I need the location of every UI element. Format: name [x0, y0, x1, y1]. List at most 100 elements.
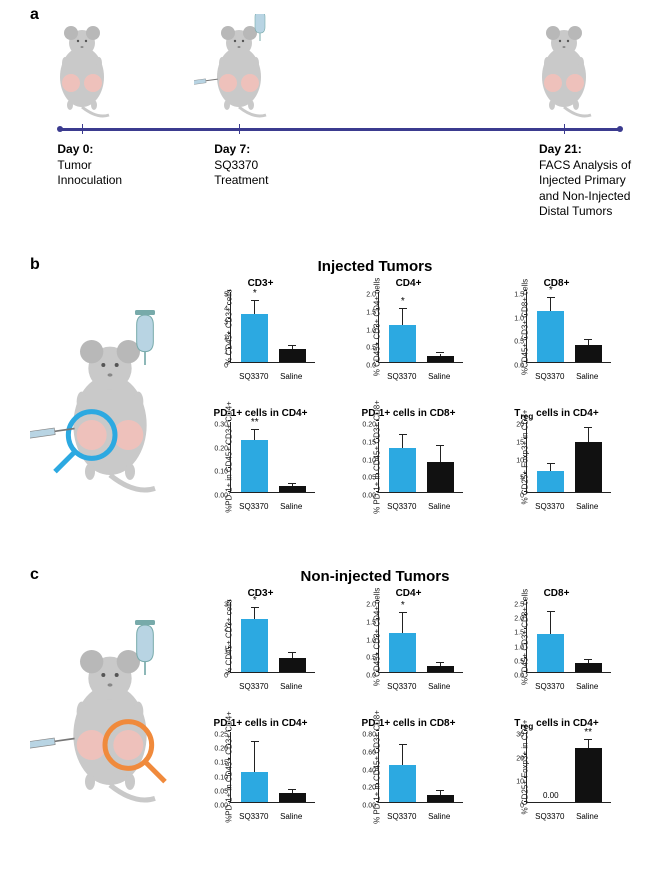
- y-tick-label: 0.15: [214, 760, 231, 767]
- y-tick: [228, 361, 231, 362]
- y-tick-label: 4: [224, 306, 231, 313]
- y-tick: [228, 744, 231, 745]
- bar: [575, 345, 602, 362]
- y-tick: [228, 467, 231, 468]
- y-tick: [524, 473, 527, 474]
- y-tick: [376, 730, 379, 731]
- error-bar: [254, 301, 255, 314]
- y-tick-label: 2.5: [514, 602, 527, 609]
- y-tick-label: 0.25: [214, 732, 231, 739]
- y-tick: [228, 420, 231, 421]
- value-label: 0.00: [543, 791, 559, 800]
- y-tick-label: 3: [224, 320, 231, 327]
- error-cap: [436, 662, 444, 663]
- bar: [279, 658, 306, 672]
- y-tick: [524, 491, 527, 492]
- y-tick: [524, 337, 527, 338]
- bar: [537, 471, 564, 492]
- y-tick: [228, 347, 231, 348]
- y-tick-label: 1.5: [366, 619, 379, 626]
- y-tick: [376, 801, 379, 802]
- timeline-day-label: Day 7:SQ3370Treatment: [214, 142, 344, 189]
- panel-label-c: c: [30, 566, 39, 584]
- y-tick: [228, 444, 231, 445]
- x-category-label: SQ3370: [535, 682, 564, 691]
- error-cap: [399, 612, 407, 613]
- y-tick: [524, 314, 527, 315]
- y-tick: [376, 600, 379, 601]
- error-cap: [547, 611, 555, 612]
- y-tick: [376, 343, 379, 344]
- panel-label-b: b: [30, 256, 40, 274]
- bar-chart: CD4+ % CD45+ CD3+ CD4+ cells 0.00.51.01.…: [346, 278, 471, 383]
- y-tick-label: 15: [516, 439, 527, 446]
- error-bar: [588, 740, 589, 747]
- chart-title: CD8+: [494, 278, 619, 289]
- bar-chart: CD8+ %CD45+ CD3+ CD8+ cells 0.00.51.01.5…: [494, 278, 619, 383]
- bar-chart: PD-1+ cells in CD8+ % PD-1+ in CD45+ CD3…: [346, 408, 471, 513]
- error-cap: [251, 300, 259, 301]
- y-tick: [376, 290, 379, 291]
- x-category-label: SQ3370: [535, 372, 564, 381]
- bar: [389, 633, 416, 672]
- error-cap: [251, 741, 259, 742]
- y-tick-label: 1.0: [514, 315, 527, 322]
- error-cap: [584, 739, 592, 740]
- bar: [241, 619, 268, 672]
- y-tick: [228, 624, 231, 625]
- y-tick-label: 1.0: [366, 637, 379, 644]
- error-bar: [588, 660, 589, 663]
- bar: [241, 314, 268, 362]
- significance-marker: *: [401, 600, 405, 611]
- y-tick: [228, 787, 231, 788]
- error-bar: [254, 608, 255, 619]
- y-tick: [376, 420, 379, 421]
- x-category-label: SQ3370: [387, 682, 416, 691]
- chart-body: %PD-1+ in CD45+ CD3+ CD4+ 0.000.100.200.…: [230, 422, 315, 493]
- bar: [279, 793, 306, 802]
- error-bar: [588, 340, 589, 346]
- y-tick-label: 0.15: [362, 439, 379, 446]
- y-tick-label: 0.30: [214, 422, 231, 429]
- chart-title: PD-1+ cells in CD8+: [346, 408, 471, 419]
- x-category-label: Saline: [576, 682, 598, 691]
- section-title-noninjected: Non-injected Tumors: [150, 568, 600, 585]
- x-category-label: Saline: [280, 682, 302, 691]
- y-tick-label: 1: [224, 649, 231, 656]
- x-category-label: Saline: [428, 812, 450, 821]
- bar-chart: Treg cells in CD4+ % CD25+ Foxp3+ in CD4…: [494, 408, 619, 513]
- bar: [427, 356, 454, 362]
- y-tick-label: 0.00: [214, 803, 231, 810]
- y-tick: [376, 636, 379, 637]
- y-tick: [524, 754, 527, 755]
- y-tick-label: 0: [224, 673, 231, 680]
- x-category-label: SQ3370: [239, 812, 268, 821]
- chart-body: % CD45+ CD3+ CD4+ cells 0.00.51.01.52.0*: [378, 292, 463, 363]
- y-tick: [228, 318, 231, 319]
- x-category-label: Saline: [280, 372, 302, 381]
- x-category-label: Saline: [428, 502, 450, 511]
- y-tick-label: 0.20: [214, 445, 231, 452]
- y-tick-label: 20: [516, 755, 527, 762]
- y-tick-label: 0.10: [214, 774, 231, 781]
- y-tick-label: 10: [516, 457, 527, 464]
- bar: [427, 462, 454, 492]
- bar: [427, 795, 454, 802]
- x-category-label: SQ3370: [535, 812, 564, 821]
- y-tick: [228, 600, 231, 601]
- significance-marker: *: [253, 595, 257, 606]
- bar: [389, 448, 416, 492]
- error-cap: [547, 463, 555, 464]
- y-tick-label: 0.00: [362, 803, 379, 810]
- chart-title: CD4+: [346, 588, 471, 599]
- y-tick-label: 0.20: [362, 785, 379, 792]
- y-tick-label: 0: [520, 803, 527, 810]
- x-category-label: Saline: [280, 812, 302, 821]
- chart-title: Treg cells in CD4+: [494, 718, 619, 731]
- y-tick-label: 0.00: [214, 493, 231, 500]
- bar: [537, 634, 564, 672]
- y-tick: [376, 783, 379, 784]
- significance-marker: **: [251, 417, 259, 428]
- y-tick-label: 0.10: [214, 469, 231, 476]
- y-tick: [524, 628, 527, 629]
